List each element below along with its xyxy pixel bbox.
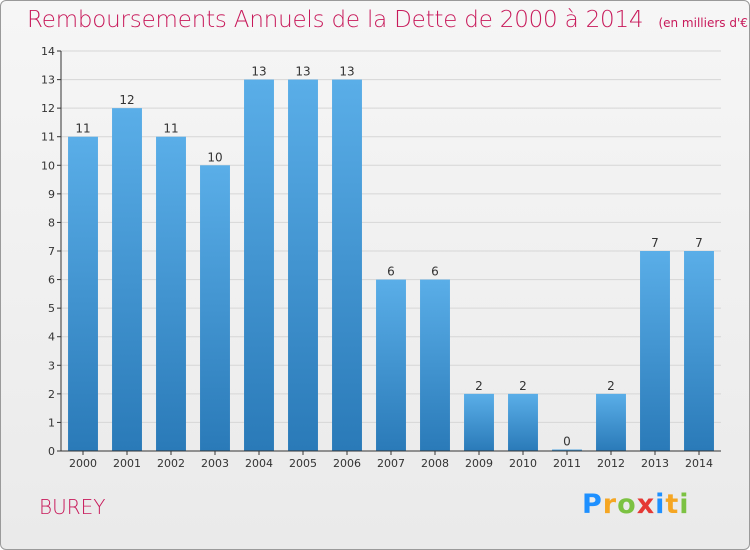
bar bbox=[640, 251, 670, 451]
x-tick-label: 2012 bbox=[597, 457, 625, 470]
logo-letter: i bbox=[679, 489, 690, 520]
bar bbox=[508, 393, 538, 451]
x-tick-label: 2008 bbox=[421, 457, 449, 470]
x-tick-label: 2001 bbox=[113, 457, 141, 470]
logo-letter: x bbox=[636, 489, 656, 520]
y-tick-label: 2 bbox=[48, 388, 55, 401]
x-tick-label: 2013 bbox=[641, 457, 669, 470]
bar bbox=[420, 279, 450, 451]
y-tick-label: 4 bbox=[48, 331, 55, 344]
bar bbox=[552, 449, 582, 451]
y-tick-label: 5 bbox=[48, 302, 55, 315]
y-tick-label: 1 bbox=[48, 416, 55, 429]
bar bbox=[244, 79, 274, 452]
logo-letter: i bbox=[655, 489, 666, 520]
y-tick-label: 12 bbox=[41, 102, 55, 115]
data-label: 6 bbox=[431, 265, 439, 279]
data-label: 12 bbox=[119, 93, 134, 107]
bar bbox=[376, 279, 406, 451]
x-tick-label: 2009 bbox=[465, 457, 493, 470]
x-tick-label: 2004 bbox=[245, 457, 273, 470]
data-label: 6 bbox=[387, 265, 395, 279]
bar bbox=[596, 393, 626, 451]
data-label: 13 bbox=[295, 65, 310, 79]
y-tick-label: 3 bbox=[48, 359, 55, 372]
data-label: 13 bbox=[339, 65, 354, 79]
x-tick-label: 2014 bbox=[685, 457, 713, 470]
data-labels: 11 12 11 10 13 13 13 6 6 2 2 0 2 7 7 bbox=[75, 65, 702, 449]
bar bbox=[332, 79, 362, 452]
y-tick-label: 11 bbox=[41, 131, 55, 144]
commune-name: BUREY bbox=[39, 495, 106, 519]
data-label: 11 bbox=[75, 122, 90, 136]
y-tick-label: 8 bbox=[48, 216, 55, 229]
chart-title: Remboursements Annuels de la Dette de 20… bbox=[27, 7, 644, 33]
bar bbox=[156, 136, 186, 451]
chart-unit: (en milliers d'€) bbox=[658, 16, 750, 30]
data-label: 10 bbox=[207, 150, 222, 164]
x-tick-label: 2006 bbox=[333, 457, 361, 470]
x-tick-label: 2002 bbox=[157, 457, 185, 470]
logo-letter: o bbox=[617, 489, 637, 520]
bar bbox=[200, 165, 230, 452]
logo-letter: r bbox=[602, 489, 618, 520]
bar bbox=[288, 79, 318, 452]
x-tick-label: 2011 bbox=[553, 457, 581, 470]
proxiti-logo: Proxiti bbox=[582, 489, 690, 520]
data-label: 7 bbox=[695, 236, 703, 250]
data-label: 7 bbox=[651, 236, 659, 250]
y-tick-label: 0 bbox=[48, 445, 55, 458]
y-tick-label: 10 bbox=[41, 159, 55, 172]
x-tick-label: 2000 bbox=[69, 457, 97, 470]
data-label: 2 bbox=[607, 379, 615, 393]
data-label: 2 bbox=[475, 379, 483, 393]
data-label: 2 bbox=[519, 379, 527, 393]
bar bbox=[112, 108, 142, 452]
x-tick-label: 2007 bbox=[377, 457, 405, 470]
bar bbox=[684, 251, 714, 451]
y-tick-label: 9 bbox=[48, 188, 55, 201]
bar bbox=[68, 136, 98, 451]
logo-letter: P bbox=[582, 489, 603, 520]
data-label: 13 bbox=[251, 65, 266, 79]
bar bbox=[464, 393, 494, 451]
x-tick-label: 2010 bbox=[509, 457, 537, 470]
bars bbox=[68, 79, 714, 452]
x-tick-label: 2005 bbox=[289, 457, 317, 470]
y-tick-label: 14 bbox=[41, 45, 55, 58]
x-tick-label: 2003 bbox=[201, 457, 229, 470]
y-tick-label: 6 bbox=[48, 274, 55, 287]
y-tick-label: 7 bbox=[48, 245, 55, 258]
data-label: 11 bbox=[163, 122, 178, 136]
data-label: 0 bbox=[563, 435, 571, 449]
logo-letter: t bbox=[665, 489, 680, 520]
y-tick-label: 13 bbox=[41, 74, 55, 87]
chart-title-row: Remboursements Annuels de la Dette de 20… bbox=[27, 7, 750, 33]
